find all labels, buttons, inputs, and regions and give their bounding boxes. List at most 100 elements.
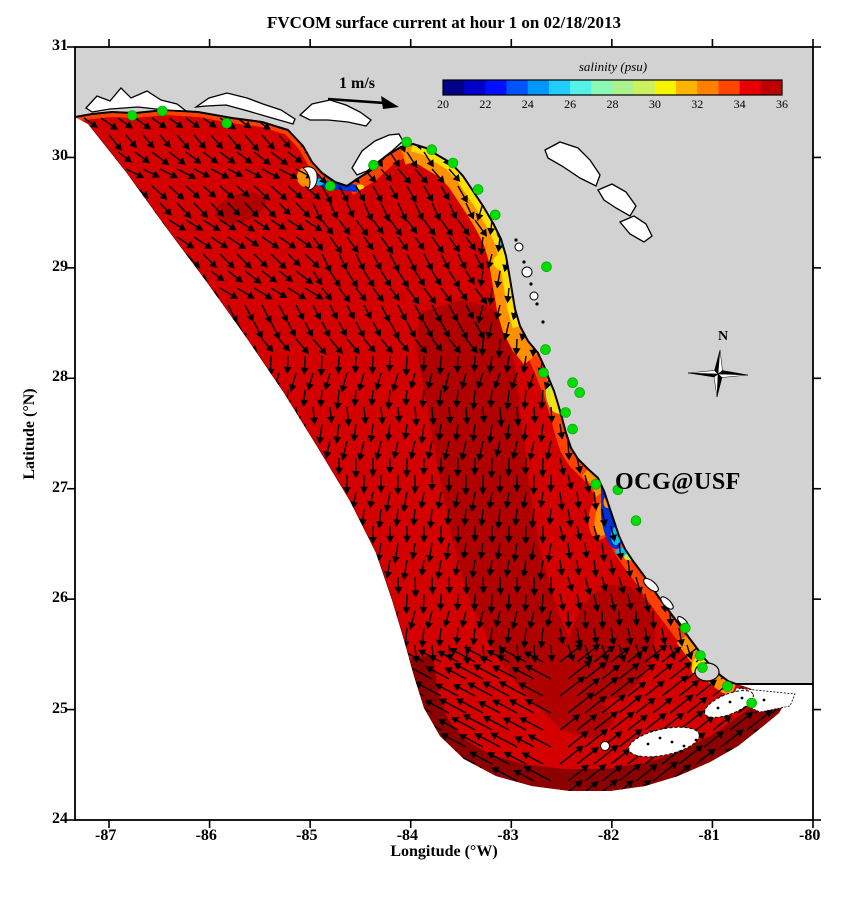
colorbar-segment — [570, 80, 592, 95]
colorbar-tick-label: 34 — [733, 97, 746, 111]
x-tick-label: -86 — [195, 827, 217, 844]
colorbar-tick-label: 30 — [648, 97, 661, 111]
key-speck — [694, 738, 698, 742]
y-tick-label: 30 — [52, 147, 68, 165]
colorbar-segment — [485, 80, 508, 95]
key-island — [600, 741, 610, 751]
coast-speck — [522, 260, 526, 264]
colorbar-segment — [633, 80, 656, 95]
coast-speck — [535, 302, 539, 306]
colorbar-tick-label: 20 — [437, 97, 449, 111]
station-dot — [157, 105, 168, 117]
station-dot — [722, 681, 733, 692]
station-dot — [574, 387, 586, 398]
watermark-ocg-usf: OCG@USF — [615, 469, 741, 495]
key-speck — [728, 700, 732, 704]
station-dot — [447, 157, 459, 169]
y-tick-label: 29 — [52, 257, 68, 275]
station-dot — [560, 407, 571, 418]
plot-box — [74, 46, 814, 821]
dark-salinity-patch — [214, 192, 266, 224]
colorbar-segment — [612, 80, 635, 95]
colorbar-segment — [527, 80, 550, 95]
station-dot — [538, 367, 549, 379]
x-tick-label: -83 — [497, 827, 519, 844]
y-tick-label: 24 — [52, 810, 68, 827]
colorbar-segment — [676, 80, 698, 95]
x-tick-label: -82 — [597, 827, 620, 844]
station-dot — [489, 209, 501, 221]
colorbar-segment — [697, 80, 719, 95]
land — [74, 47, 813, 685]
station-dot — [126, 110, 138, 121]
colorbar-segment — [548, 80, 571, 95]
station-dot — [472, 184, 484, 195]
colorbar-segment — [443, 80, 465, 95]
colorbar-segment — [718, 80, 741, 95]
compass-label: N — [717, 329, 729, 344]
key-island — [628, 726, 700, 758]
x-tick-label: -85 — [296, 827, 318, 844]
lagoon — [597, 183, 637, 217]
scale-arrowhead — [381, 96, 399, 109]
station-dot — [324, 180, 336, 192]
key-speck — [682, 744, 686, 748]
station-markers — [126, 105, 758, 709]
station-dot — [590, 478, 602, 490]
colorbar-segment — [760, 80, 783, 95]
colorbar-segment — [591, 80, 613, 95]
x-tick-label: -80 — [799, 827, 821, 844]
x-tick-label: -87 — [95, 827, 117, 844]
colorbar-tick-label: 36 — [776, 97, 788, 111]
station-dot — [695, 650, 706, 661]
key-speck — [646, 742, 650, 746]
barrier-island — [302, 166, 318, 191]
y-tick-label: 31 — [52, 37, 68, 54]
x-axis-label: Longitude (°W) — [390, 843, 498, 860]
lagoon — [298, 99, 372, 127]
station-dot — [426, 144, 438, 155]
station-dot — [221, 117, 232, 129]
station-dot — [612, 484, 624, 496]
key-speck — [762, 698, 766, 702]
station-dot — [401, 136, 413, 148]
lagoon — [544, 141, 601, 187]
y-tick-label: 28 — [52, 368, 68, 386]
station-dot — [567, 423, 578, 435]
scale-arrow-label: 1 m/s — [339, 75, 375, 92]
axes-frame — [67, 39, 821, 828]
colorbar-segment — [654, 80, 677, 95]
station-dot — [746, 697, 758, 709]
marsh-patch — [529, 291, 539, 301]
colorbar-tick-label: 32 — [691, 97, 704, 111]
marsh-patch — [514, 242, 524, 252]
chart-title: FVCOM surface current at hour 1 on 02/18… — [267, 13, 621, 32]
colorbar-tick-label: 26 — [564, 97, 577, 111]
colorbar-tick-label: 28 — [606, 97, 619, 111]
x-tick-label: -81 — [698, 827, 720, 844]
barrier-island — [660, 596, 674, 610]
lagoon — [193, 92, 296, 125]
key-speck — [658, 736, 662, 740]
colorbar-tick-label: 24 — [521, 97, 534, 111]
y-tick-label: 26 — [52, 589, 68, 607]
colorbar-segment — [506, 80, 529, 95]
plume-apalachicola-bay — [312, 176, 362, 192]
station-dot — [368, 159, 379, 171]
compass-rose — [687, 349, 749, 398]
colorbar-segment — [464, 80, 486, 95]
colorbar-frame — [442, 79, 783, 96]
colorbar-label: salinity (psu) — [578, 59, 648, 74]
station-dot — [567, 377, 578, 389]
coast-speck — [514, 238, 518, 242]
key-speck — [670, 740, 674, 744]
barrier-island — [643, 577, 659, 593]
colorbar-segment — [739, 80, 762, 95]
station-dot — [540, 344, 551, 355]
lagoon — [618, 215, 653, 243]
x-tick-label: -84 — [396, 827, 419, 844]
station-dot — [679, 622, 691, 634]
colorbar-tick-label: 22 — [479, 97, 492, 111]
